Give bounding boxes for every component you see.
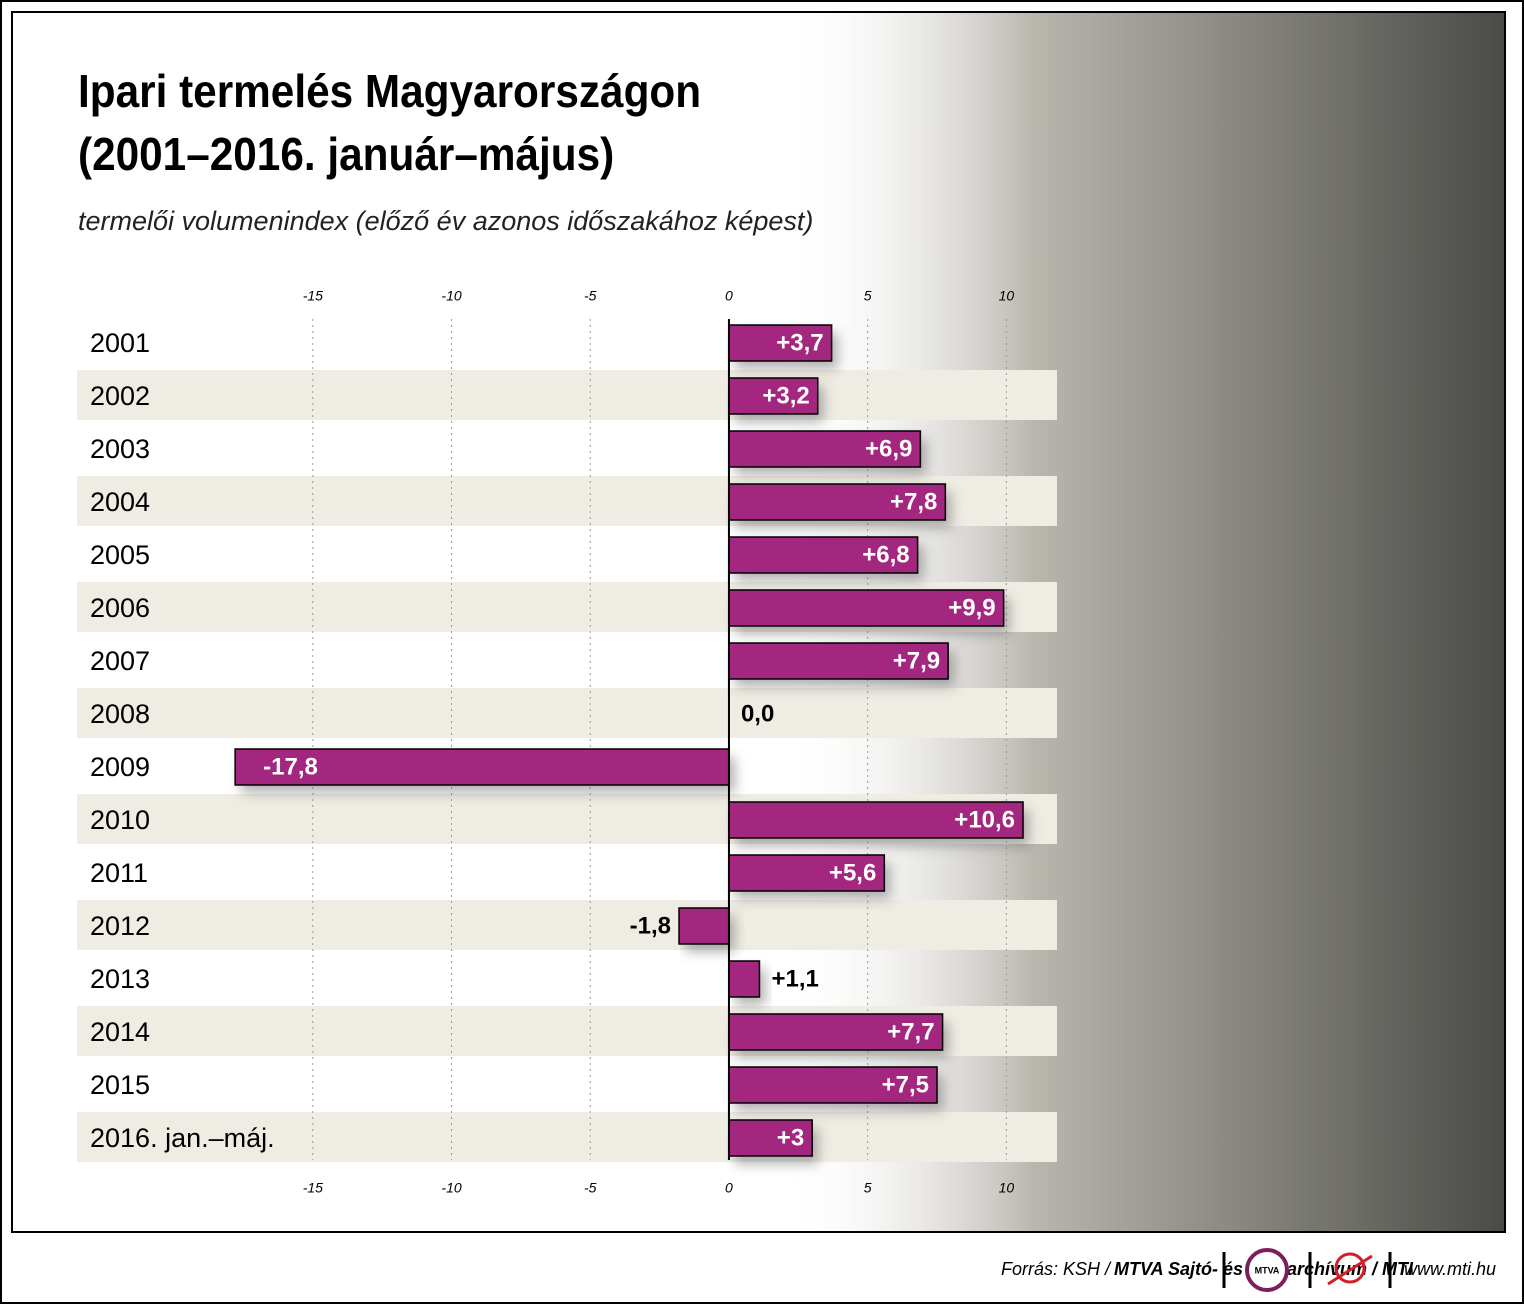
value-label: +9,9 xyxy=(948,594,995,621)
y-tick-label: 2004 xyxy=(90,487,150,517)
bar xyxy=(728,483,947,521)
y-tick-label: 2012 xyxy=(90,911,150,941)
website: www.mti.hu xyxy=(1404,1259,1496,1279)
chart-title: (2001–2016. január–május) xyxy=(78,130,614,181)
value-label: +3,7 xyxy=(776,329,823,356)
chart-title: Ipari termelés Magyarországon xyxy=(78,67,701,118)
y-tick-label: 2001 xyxy=(90,328,150,358)
bar xyxy=(728,1066,938,1104)
bar xyxy=(728,854,886,892)
bar xyxy=(728,801,1024,839)
bar xyxy=(678,907,730,945)
logo xyxy=(1245,1248,1289,1292)
bar xyxy=(728,324,833,362)
value-label: -1,8 xyxy=(630,912,671,939)
value-label: 0,0 xyxy=(741,700,774,727)
x-tick-label: 0 xyxy=(725,288,733,304)
x-tick-label: -15 xyxy=(303,1180,323,1196)
y-tick-label: 2016. jan.–máj. xyxy=(90,1123,275,1153)
bar xyxy=(234,748,730,786)
y-tick-label: 2007 xyxy=(90,646,150,676)
x-tick-label: 5 xyxy=(864,288,872,304)
y-tick-label: 2008 xyxy=(90,699,150,729)
value-label: +5,6 xyxy=(829,859,876,886)
bar xyxy=(728,1013,944,1051)
value-label: +3,2 xyxy=(762,382,809,409)
value-label: -17,8 xyxy=(263,753,318,780)
bar xyxy=(728,960,761,998)
value-label: +7,5 xyxy=(882,1071,929,1098)
x-tick-label: 5 xyxy=(864,1180,872,1196)
row-band xyxy=(77,1112,1057,1162)
bar xyxy=(728,377,819,415)
value-label: +3 xyxy=(777,1124,804,1151)
x-tick-label: 0 xyxy=(725,1180,733,1196)
chart-subtitle: termelői volumenindex (előző év azonos i… xyxy=(78,206,813,236)
x-tick-label: -10 xyxy=(441,288,461,304)
y-tick-label: 2005 xyxy=(90,540,150,570)
x-tick-label: 10 xyxy=(999,288,1015,304)
bar xyxy=(728,536,919,574)
logo xyxy=(1327,1254,1373,1286)
row-band xyxy=(77,900,1057,950)
logo xyxy=(1334,1252,1366,1284)
y-tick-label: 2010 xyxy=(90,805,150,835)
y-tick-label: 2011 xyxy=(90,858,148,888)
value-label: +6,9 xyxy=(865,435,912,462)
x-tick-label: -10 xyxy=(441,1180,461,1196)
logo-text: MTVA xyxy=(1255,1265,1280,1275)
y-tick-label: 2014 xyxy=(90,1017,150,1047)
x-tick-label: -5 xyxy=(584,288,597,304)
row-band xyxy=(77,688,1057,738)
x-tick-label: -5 xyxy=(584,1180,597,1196)
value-label: +10,6 xyxy=(954,806,1015,833)
bar xyxy=(728,642,949,680)
source: Forrás: KSH / xyxy=(1001,1259,1112,1279)
value-label: +6,8 xyxy=(862,541,909,568)
value-label: +7,8 xyxy=(890,488,937,515)
value-label: +1,1 xyxy=(771,965,818,992)
x-tick-label: -15 xyxy=(303,288,323,304)
y-tick-label: 2009 xyxy=(90,752,150,782)
y-tick-label: 2002 xyxy=(90,381,150,411)
y-tick-label: 2006 xyxy=(90,593,150,623)
value-label: +7,7 xyxy=(887,1018,934,1045)
bar xyxy=(728,1119,813,1157)
inner-frame xyxy=(11,11,1506,1233)
bar xyxy=(728,589,1005,627)
row-band xyxy=(77,370,1057,420)
y-tick-label: 2013 xyxy=(90,964,150,994)
value-label: +7,9 xyxy=(893,647,940,674)
y-tick-label: 2003 xyxy=(90,434,150,464)
y-tick-label: 2015 xyxy=(90,1070,150,1100)
x-tick-label: 10 xyxy=(999,1180,1015,1196)
